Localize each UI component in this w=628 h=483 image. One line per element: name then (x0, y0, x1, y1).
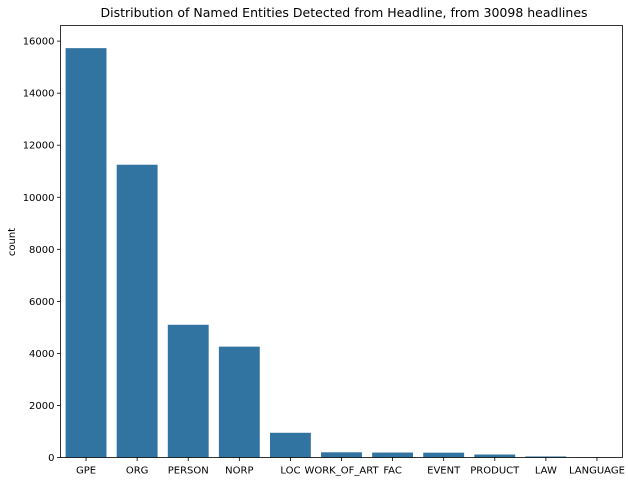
x-tick-label: PRODUCT (470, 466, 520, 477)
x-tick-label: PERSON (168, 466, 209, 477)
plot-frame (60, 25, 623, 458)
x-ticks-group: GPE ORG PERSON NORP LOC WORK_OF_ART FAC EVENT PR… (76, 457, 625, 477)
bar-loc (269, 432, 311, 458)
bar-gpe (65, 48, 107, 458)
x-tick-label: FAC (383, 466, 401, 477)
y-tick-label: 16000 (23, 37, 55, 48)
x-tick-label: WORK_OF_ART (304, 466, 379, 477)
y-tick-label: 2000 (29, 401, 54, 412)
bar-law (525, 456, 567, 458)
y-tick-label: 10000 (23, 193, 55, 204)
y-axis-label: count (7, 228, 18, 256)
x-tick-label: LAW (535, 466, 557, 477)
bar-event (423, 452, 465, 458)
x-tick-label: ORG (126, 466, 149, 477)
bar-norp (218, 346, 260, 458)
y-tick-label: 14000 (23, 89, 55, 100)
bar-product (474, 454, 516, 458)
x-tick-label: EVENT (427, 466, 461, 477)
y-tick-label: 4000 (29, 349, 54, 360)
y-tick-label: 8000 (29, 245, 54, 256)
y-tick-label: 6000 (29, 297, 54, 308)
chart-title: Distribution of Named Entities Detected … (100, 5, 587, 20)
x-tick-label: GPE (76, 466, 96, 477)
bar-fac (372, 452, 414, 458)
x-tick-label: LANGUAGE (569, 466, 625, 477)
y-tick-label: 12000 (23, 141, 55, 152)
bar-work-of-art (321, 452, 362, 458)
y-ticks-group: 0 2000 4000 6000 8000 10000 12000 14000 16000 (23, 37, 61, 464)
x-tick-label: NORP (225, 466, 253, 477)
y-tick-label: 0 (48, 453, 54, 464)
bars-group (65, 48, 618, 458)
bar-person (167, 324, 209, 458)
x-tick-label: LOC (280, 466, 300, 477)
bar-org (116, 164, 158, 458)
